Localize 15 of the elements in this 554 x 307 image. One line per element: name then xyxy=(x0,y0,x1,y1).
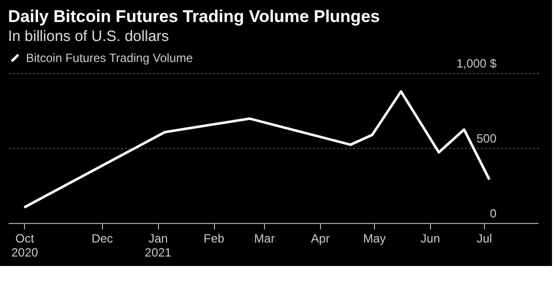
x-tick-label: Dec xyxy=(92,232,113,246)
chart-title: Daily Bitcoin Futures Trading Volume Plunges xyxy=(8,7,380,26)
x-tick-label: Mar xyxy=(254,232,275,246)
y-tick-label: 0 xyxy=(490,206,497,220)
y-tick-label: 1,000 $ xyxy=(456,56,497,70)
chart-subtitle: In billions of U.S. dollars xyxy=(8,28,169,45)
x-tick-label: Apr xyxy=(311,232,330,246)
y-tick-label: 500 xyxy=(476,132,497,146)
x-tick-label: Feb xyxy=(204,232,225,246)
x-tick-label: Jun xyxy=(420,232,440,246)
legend-label: Bitcoin Futures Trading Volume xyxy=(26,51,194,65)
x-tick-label: May xyxy=(363,232,386,246)
x-tick-label: Jan 2021 xyxy=(144,232,172,260)
x-tick-label: Jul xyxy=(476,232,492,246)
x-tick-label: Oct 2020 xyxy=(11,232,38,260)
